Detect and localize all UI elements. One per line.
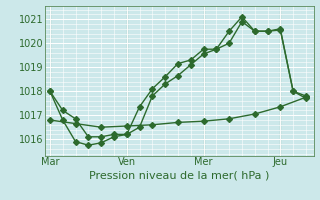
X-axis label: Pression niveau de la mer( hPa ): Pression niveau de la mer( hPa ): [89, 170, 269, 180]
